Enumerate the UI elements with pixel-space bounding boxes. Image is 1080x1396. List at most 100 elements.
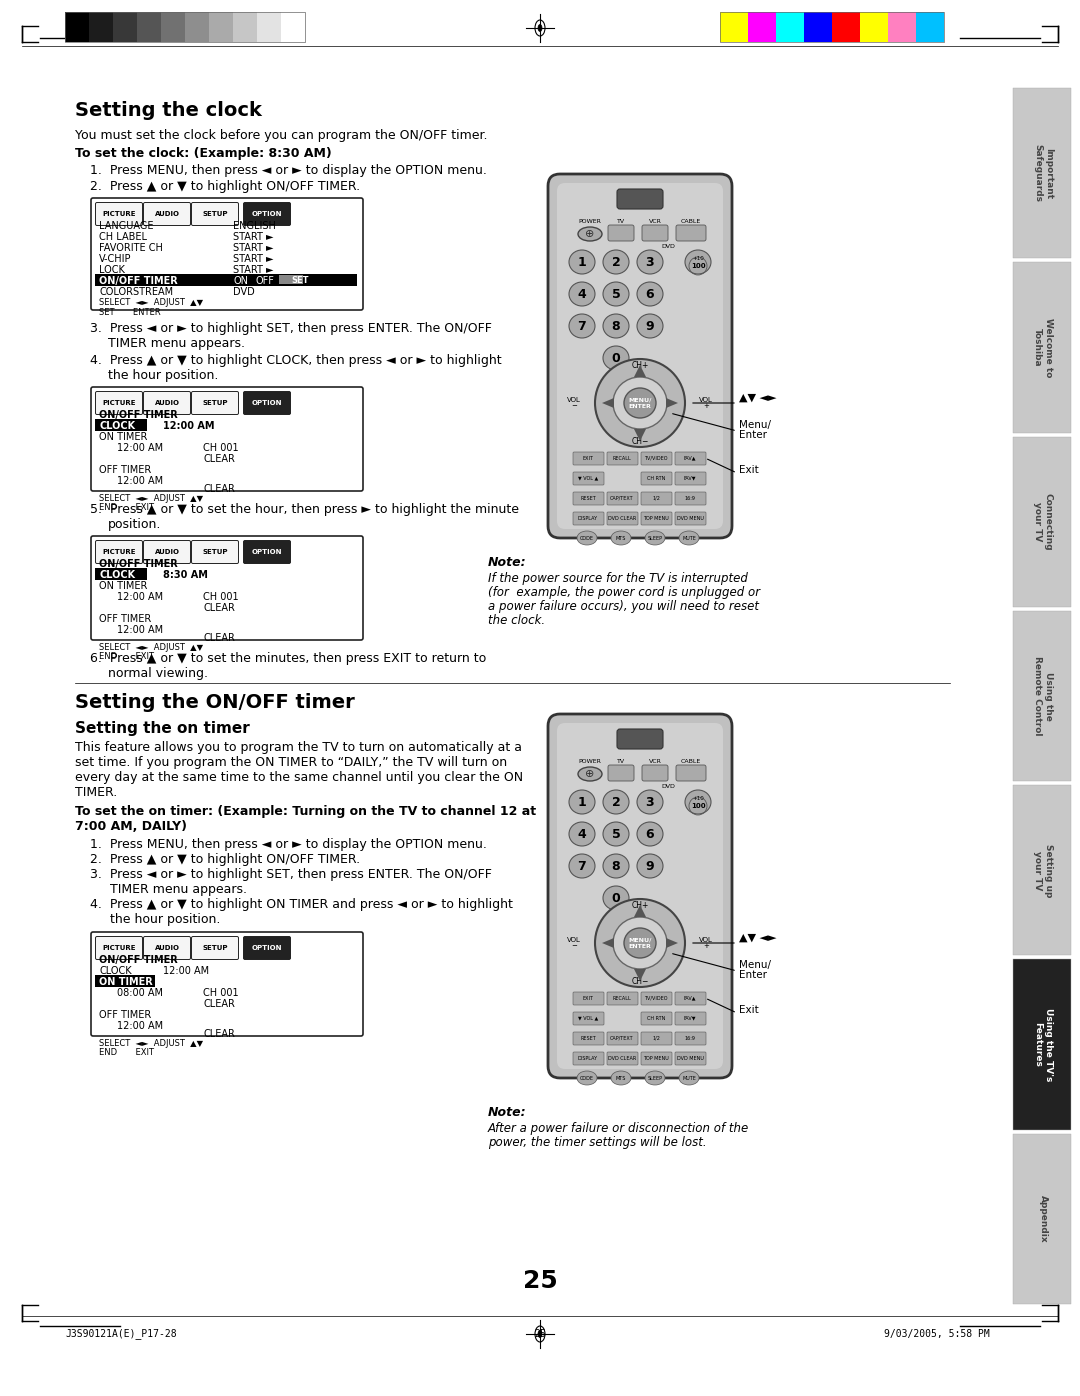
Text: SLEEP: SLEEP [648,536,662,540]
Text: ON TIMER: ON TIMER [99,581,147,591]
Ellipse shape [578,228,602,242]
Text: CODE: CODE [580,1075,594,1081]
Text: OFF TIMER: OFF TIMER [99,1009,151,1020]
FancyBboxPatch shape [557,723,723,1069]
FancyBboxPatch shape [573,512,604,525]
Text: SLEEP: SLEEP [648,1075,662,1081]
Text: COLORSTREAM: COLORSTREAM [99,288,173,297]
Text: DVD CLEAR: DVD CLEAR [608,1055,636,1061]
Bar [888,13,916,42]
Text: Using the
Remote Control: Using the Remote Control [1034,656,1053,736]
Text: the hour position.: the hour position. [90,913,220,926]
Text: MTS: MTS [616,1075,626,1081]
Bar [95,974,156,987]
FancyBboxPatch shape [675,491,706,505]
Text: set time. If you program the ON TIMER to “DAILY,” the TV will turn on: set time. If you program the ON TIMER to… [75,757,508,769]
FancyBboxPatch shape [642,452,672,465]
Text: 100: 100 [691,803,705,810]
Text: 9/03/2005, 5:58 PM: 9/03/2005, 5:58 PM [885,1329,990,1339]
Text: 9: 9 [646,320,654,332]
Text: DVD CLEAR: DVD CLEAR [608,515,636,521]
Text: ON/OFF TIMER: ON/OFF TIMER [99,558,178,570]
FancyBboxPatch shape [191,202,239,226]
Text: CLEAR: CLEAR [203,603,234,613]
FancyBboxPatch shape [557,183,723,529]
FancyBboxPatch shape [91,536,363,639]
Text: SELECT  ◄►  ADJUST  ▲▼: SELECT ◄► ADJUST ▲▼ [99,494,203,503]
Text: ⊕: ⊕ [585,769,595,779]
Text: position.: position. [108,518,161,530]
Ellipse shape [603,886,629,910]
Text: the clock.: the clock. [488,614,545,627]
Text: TOP MENU: TOP MENU [643,515,669,521]
Text: CABLE: CABLE [680,219,701,223]
Ellipse shape [685,790,711,814]
Ellipse shape [538,25,542,32]
Text: This feature allows you to program the TV to turn on automatically at a: This feature allows you to program the T… [75,741,522,754]
Text: CLOCK: CLOCK [99,570,135,579]
Text: ENGLISH: ENGLISH [233,221,275,230]
FancyBboxPatch shape [573,452,604,465]
Text: RESET: RESET [580,496,596,501]
Bar [860,13,888,42]
Text: DVD: DVD [661,783,675,789]
Text: START ►: START ► [233,232,273,242]
Text: 08:00 AM: 08:00 AM [117,988,163,998]
Text: TIMER.: TIMER. [75,786,118,799]
Text: 3: 3 [646,255,654,268]
FancyBboxPatch shape [95,540,143,564]
FancyBboxPatch shape [617,729,663,750]
Text: TV/VIDEO: TV/VIDEO [645,995,667,1001]
FancyBboxPatch shape [573,491,604,505]
Bar [89,13,113,42]
Text: 6: 6 [646,288,654,300]
Text: 1/2: 1/2 [652,1036,660,1040]
Text: 0: 0 [611,352,620,364]
Text: Note:: Note: [488,1106,527,1120]
FancyBboxPatch shape [607,512,638,525]
FancyBboxPatch shape [675,993,706,1005]
Bar [185,13,210,42]
Text: DVD: DVD [661,243,675,248]
Text: END       EXIT: END EXIT [99,503,154,512]
Text: Using the TV's
Features: Using the TV's Features [1034,1008,1053,1082]
Text: DVD MENU: DVD MENU [676,515,703,521]
Text: CH RTN: CH RTN [647,1015,665,1020]
Text: ON/OFF TIMER: ON/OFF TIMER [99,955,178,965]
FancyBboxPatch shape [144,391,190,415]
Text: Setting the clock: Setting the clock [75,101,261,120]
Text: VCR: VCR [649,219,661,223]
Text: AUDIO: AUDIO [154,211,179,216]
Text: END       EXIT: END EXIT [99,1048,154,1057]
Bar [1013,437,1071,607]
Text: V-CHIP: V-CHIP [99,254,132,264]
Text: 1: 1 [578,796,586,808]
Text: TV/VIDEO: TV/VIDEO [645,455,667,461]
Bar [95,419,147,431]
Ellipse shape [603,314,629,338]
Text: MTS: MTS [616,536,626,540]
Text: EXIT: EXIT [582,995,594,1001]
Bar [720,13,748,42]
Text: VOL
−: VOL − [567,396,581,409]
Text: SELECT  ◄►  ADJUST  ▲▼: SELECT ◄► ADJUST ▲▼ [99,1039,203,1048]
Bar [1013,785,1071,955]
Text: DISPLAY: DISPLAY [578,1055,598,1061]
Text: POWER: POWER [579,759,602,764]
Ellipse shape [569,314,595,338]
Text: 2: 2 [611,796,620,808]
Text: 12:00 AM: 12:00 AM [117,476,163,486]
Text: To set the on timer: (Example: Turning on the TV to channel 12 at: To set the on timer: (Example: Turning o… [75,805,536,818]
Ellipse shape [679,1071,699,1085]
Text: START ►: START ► [233,254,273,264]
Text: 0: 0 [611,892,620,905]
Ellipse shape [637,250,663,274]
Ellipse shape [624,928,656,958]
Text: 5.  Press ▲ or ▼ to set the hour, then press ► to highlight the minute: 5. Press ▲ or ▼ to set the hour, then pr… [90,503,519,517]
Ellipse shape [645,1071,665,1085]
Text: CLOCK: CLOCK [99,966,132,976]
Text: 7: 7 [578,860,586,872]
Ellipse shape [637,790,663,814]
Text: SETUP: SETUP [202,211,228,216]
Text: CLEAR: CLEAR [203,454,234,463]
